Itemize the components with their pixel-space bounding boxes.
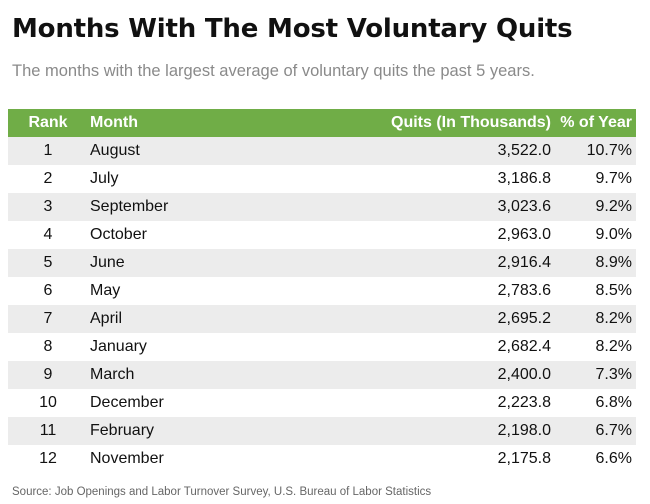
rank-cell: 10 (8, 389, 88, 417)
table-row: 10 December 2,223.8 6.8% (8, 389, 636, 417)
table-row: 5 June 2,916.4 8.9% (8, 249, 636, 277)
rank-cell: 1 (8, 137, 88, 165)
month-cell: April (88, 305, 320, 333)
rank-cell: 3 (8, 193, 88, 221)
month-cell: January (88, 333, 320, 361)
month-cell: February (88, 417, 320, 445)
month-cell: May (88, 277, 320, 305)
percent-cell: 6.7% (551, 417, 636, 445)
percent-cell: 6.8% (551, 389, 636, 417)
table-row: 2 July 3,186.8 9.7% (8, 165, 636, 193)
quits-cell: 2,400.0 (320, 361, 551, 389)
month-cell: July (88, 165, 320, 193)
quits-cell: 2,223.8 (320, 389, 551, 417)
rank-cell: 4 (8, 221, 88, 249)
rank-cell: 8 (8, 333, 88, 361)
page-title: Months With The Most Voluntary Quits (12, 14, 573, 44)
table-row: 4 October 2,963.0 9.0% (8, 221, 636, 249)
quits-table: Rank Month Quits (In Thousands) % of Yea… (8, 109, 636, 473)
rank-cell: 9 (8, 361, 88, 389)
quits-cell: 2,963.0 (320, 221, 551, 249)
quits-cell: 3,522.0 (320, 137, 551, 165)
percent-cell: 9.0% (551, 221, 636, 249)
header-percent-of-year: % of Year (551, 109, 636, 137)
month-cell: March (88, 361, 320, 389)
table-body: 1 August 3,522.0 10.7% 2 July 3,186.8 9.7% 3 Sept… (8, 137, 636, 473)
table-row: 8 January 2,682.4 8.2% (8, 333, 636, 361)
month-cell: September (88, 193, 320, 221)
rank-cell: 7 (8, 305, 88, 333)
quits-cell: 2,175.8 (320, 445, 551, 473)
percent-cell: 8.2% (551, 333, 636, 361)
header-rank: Rank (8, 109, 88, 137)
percent-cell: 10.7% (551, 137, 636, 165)
page-subtitle: The months with the largest average of v… (12, 62, 535, 80)
month-cell: June (88, 249, 320, 277)
percent-cell: 8.5% (551, 277, 636, 305)
header-month: Month (88, 109, 320, 137)
month-cell: October (88, 221, 320, 249)
table-row: 7 April 2,695.2 8.2% (8, 305, 636, 333)
quits-cell: 2,783.6 (320, 277, 551, 305)
percent-cell: 7.3% (551, 361, 636, 389)
month-cell: November (88, 445, 320, 473)
percent-cell: 8.9% (551, 249, 636, 277)
table-header-row: Rank Month Quits (In Thousands) % of Yea… (8, 109, 636, 137)
month-cell: December (88, 389, 320, 417)
quits-cell: 3,023.6 (320, 193, 551, 221)
rank-cell: 11 (8, 417, 88, 445)
percent-cell: 9.7% (551, 165, 636, 193)
rank-cell: 12 (8, 445, 88, 473)
rank-cell: 6 (8, 277, 88, 305)
percent-cell: 9.2% (551, 193, 636, 221)
table-row: 3 September 3,023.6 9.2% (8, 193, 636, 221)
source-note: Source: Job Openings and Labor Turnover … (12, 486, 432, 498)
table-row: 6 May 2,783.6 8.5% (8, 277, 636, 305)
table-row: 9 March 2,400.0 7.3% (8, 361, 636, 389)
rank-cell: 2 (8, 165, 88, 193)
quits-cell: 2,695.2 (320, 305, 551, 333)
quits-cell: 2,682.4 (320, 333, 551, 361)
table-row: 11 February 2,198.0 6.7% (8, 417, 636, 445)
quits-cell: 3,186.8 (320, 165, 551, 193)
quits-cell: 2,198.0 (320, 417, 551, 445)
month-cell: August (88, 137, 320, 165)
percent-cell: 6.6% (551, 445, 636, 473)
rank-cell: 5 (8, 249, 88, 277)
table-row: 1 August 3,522.0 10.7% (8, 137, 636, 165)
quits-cell: 2,916.4 (320, 249, 551, 277)
percent-cell: 8.2% (551, 305, 636, 333)
header-quits: Quits (In Thousands) (320, 109, 551, 137)
table-row: 12 November 2,175.8 6.6% (8, 445, 636, 473)
